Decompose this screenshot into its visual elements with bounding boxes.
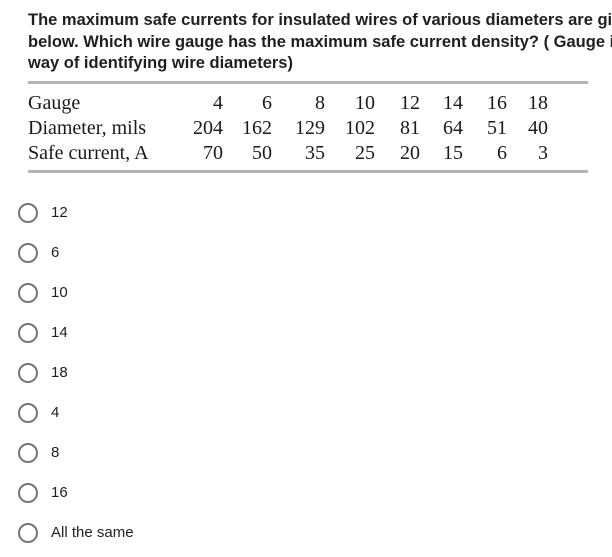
table-cell: 129 bbox=[295, 116, 325, 139]
question-line: below. Which wire gauge has the maximum … bbox=[28, 32, 612, 51]
table-cell: 25 bbox=[355, 141, 375, 164]
radio-button-icon[interactable] bbox=[18, 442, 38, 463]
wire-data-table: Gauge 4 6 8 10 12 14 16 18 Diameter, mil… bbox=[28, 91, 548, 166]
table-cell: 35 bbox=[305, 141, 325, 164]
radio-button-icon[interactable] bbox=[18, 282, 38, 303]
table-cell: 70 bbox=[203, 141, 223, 164]
question-line: The maximum safe currents for insulated … bbox=[28, 11, 612, 29]
option-label[interactable]: All the same bbox=[51, 524, 134, 541]
option-row[interactable]: 18 bbox=[18, 353, 612, 393]
table-cell: 20 bbox=[400, 141, 420, 164]
option-label[interactable]: 8 bbox=[51, 444, 60, 461]
table-row: Diameter, mils 204 162 129 102 81 64 51 … bbox=[28, 116, 548, 141]
table-cell: 6 bbox=[262, 91, 272, 114]
row-label: Diameter, mils bbox=[28, 116, 147, 139]
option-row[interactable]: 16 bbox=[18, 473, 612, 513]
option-label[interactable]: 4 bbox=[51, 404, 60, 421]
option-row[interactable]: All the same bbox=[18, 513, 612, 553]
table-cell: 4 bbox=[213, 91, 223, 114]
table-cell: 64 bbox=[443, 116, 463, 139]
question-text: The maximum safe currents for insulated … bbox=[28, 10, 612, 75]
table-cell: 16 bbox=[487, 91, 507, 114]
table-cell: 3 bbox=[538, 141, 548, 164]
table-cell: 204 bbox=[193, 116, 223, 139]
table-cell: 14 bbox=[443, 91, 463, 114]
option-label[interactable]: 12 bbox=[51, 204, 68, 221]
table-cell: 6 bbox=[497, 141, 507, 164]
option-row[interactable]: 6 bbox=[18, 233, 612, 273]
table-cell: 15 bbox=[443, 141, 463, 164]
radio-button-icon[interactable] bbox=[18, 362, 38, 383]
option-label[interactable]: 18 bbox=[51, 364, 68, 381]
option-label[interactable]: 10 bbox=[51, 284, 68, 301]
table-cell: 50 bbox=[252, 141, 272, 164]
table-top-divider bbox=[28, 80, 588, 84]
table-cell: 40 bbox=[528, 116, 548, 139]
table-cell: 18 bbox=[528, 91, 548, 114]
option-label[interactable]: 14 bbox=[51, 324, 68, 341]
table-cell: 51 bbox=[487, 116, 507, 139]
radio-button-icon[interactable] bbox=[18, 402, 38, 423]
row-label: Safe current, A bbox=[28, 141, 149, 164]
table-cell: 162 bbox=[242, 116, 272, 139]
answer-options: 12 6 10 14 18 4 8 16 bbox=[0, 193, 612, 553]
radio-button-icon[interactable] bbox=[18, 322, 38, 343]
table-bottom-divider bbox=[28, 169, 588, 173]
option-row[interactable]: 12 bbox=[18, 193, 612, 233]
option-row[interactable]: 8 bbox=[18, 433, 612, 473]
table-cell: 10 bbox=[355, 91, 375, 114]
radio-button-icon[interactable] bbox=[18, 482, 38, 503]
table-cell: 81 bbox=[400, 116, 420, 139]
option-row[interactable]: 14 bbox=[18, 313, 612, 353]
table-cell: 102 bbox=[345, 116, 375, 139]
table-row: Safe current, A 70 50 35 25 20 15 6 3 bbox=[28, 141, 548, 166]
option-row[interactable]: 4 bbox=[18, 393, 612, 433]
radio-button-icon[interactable] bbox=[18, 522, 38, 543]
row-label: Gauge bbox=[28, 91, 81, 114]
table-cell: 8 bbox=[315, 91, 325, 114]
radio-button-icon[interactable] bbox=[18, 202, 38, 223]
option-row[interactable]: 10 bbox=[18, 273, 612, 313]
option-label[interactable]: 16 bbox=[51, 484, 68, 501]
question-line: way of identifying wire diameters) bbox=[28, 54, 293, 72]
option-label[interactable]: 6 bbox=[51, 244, 60, 261]
radio-button-icon[interactable] bbox=[18, 242, 38, 263]
table-row: Gauge 4 6 8 10 12 14 16 18 bbox=[28, 91, 548, 116]
table-cell: 12 bbox=[400, 91, 420, 114]
